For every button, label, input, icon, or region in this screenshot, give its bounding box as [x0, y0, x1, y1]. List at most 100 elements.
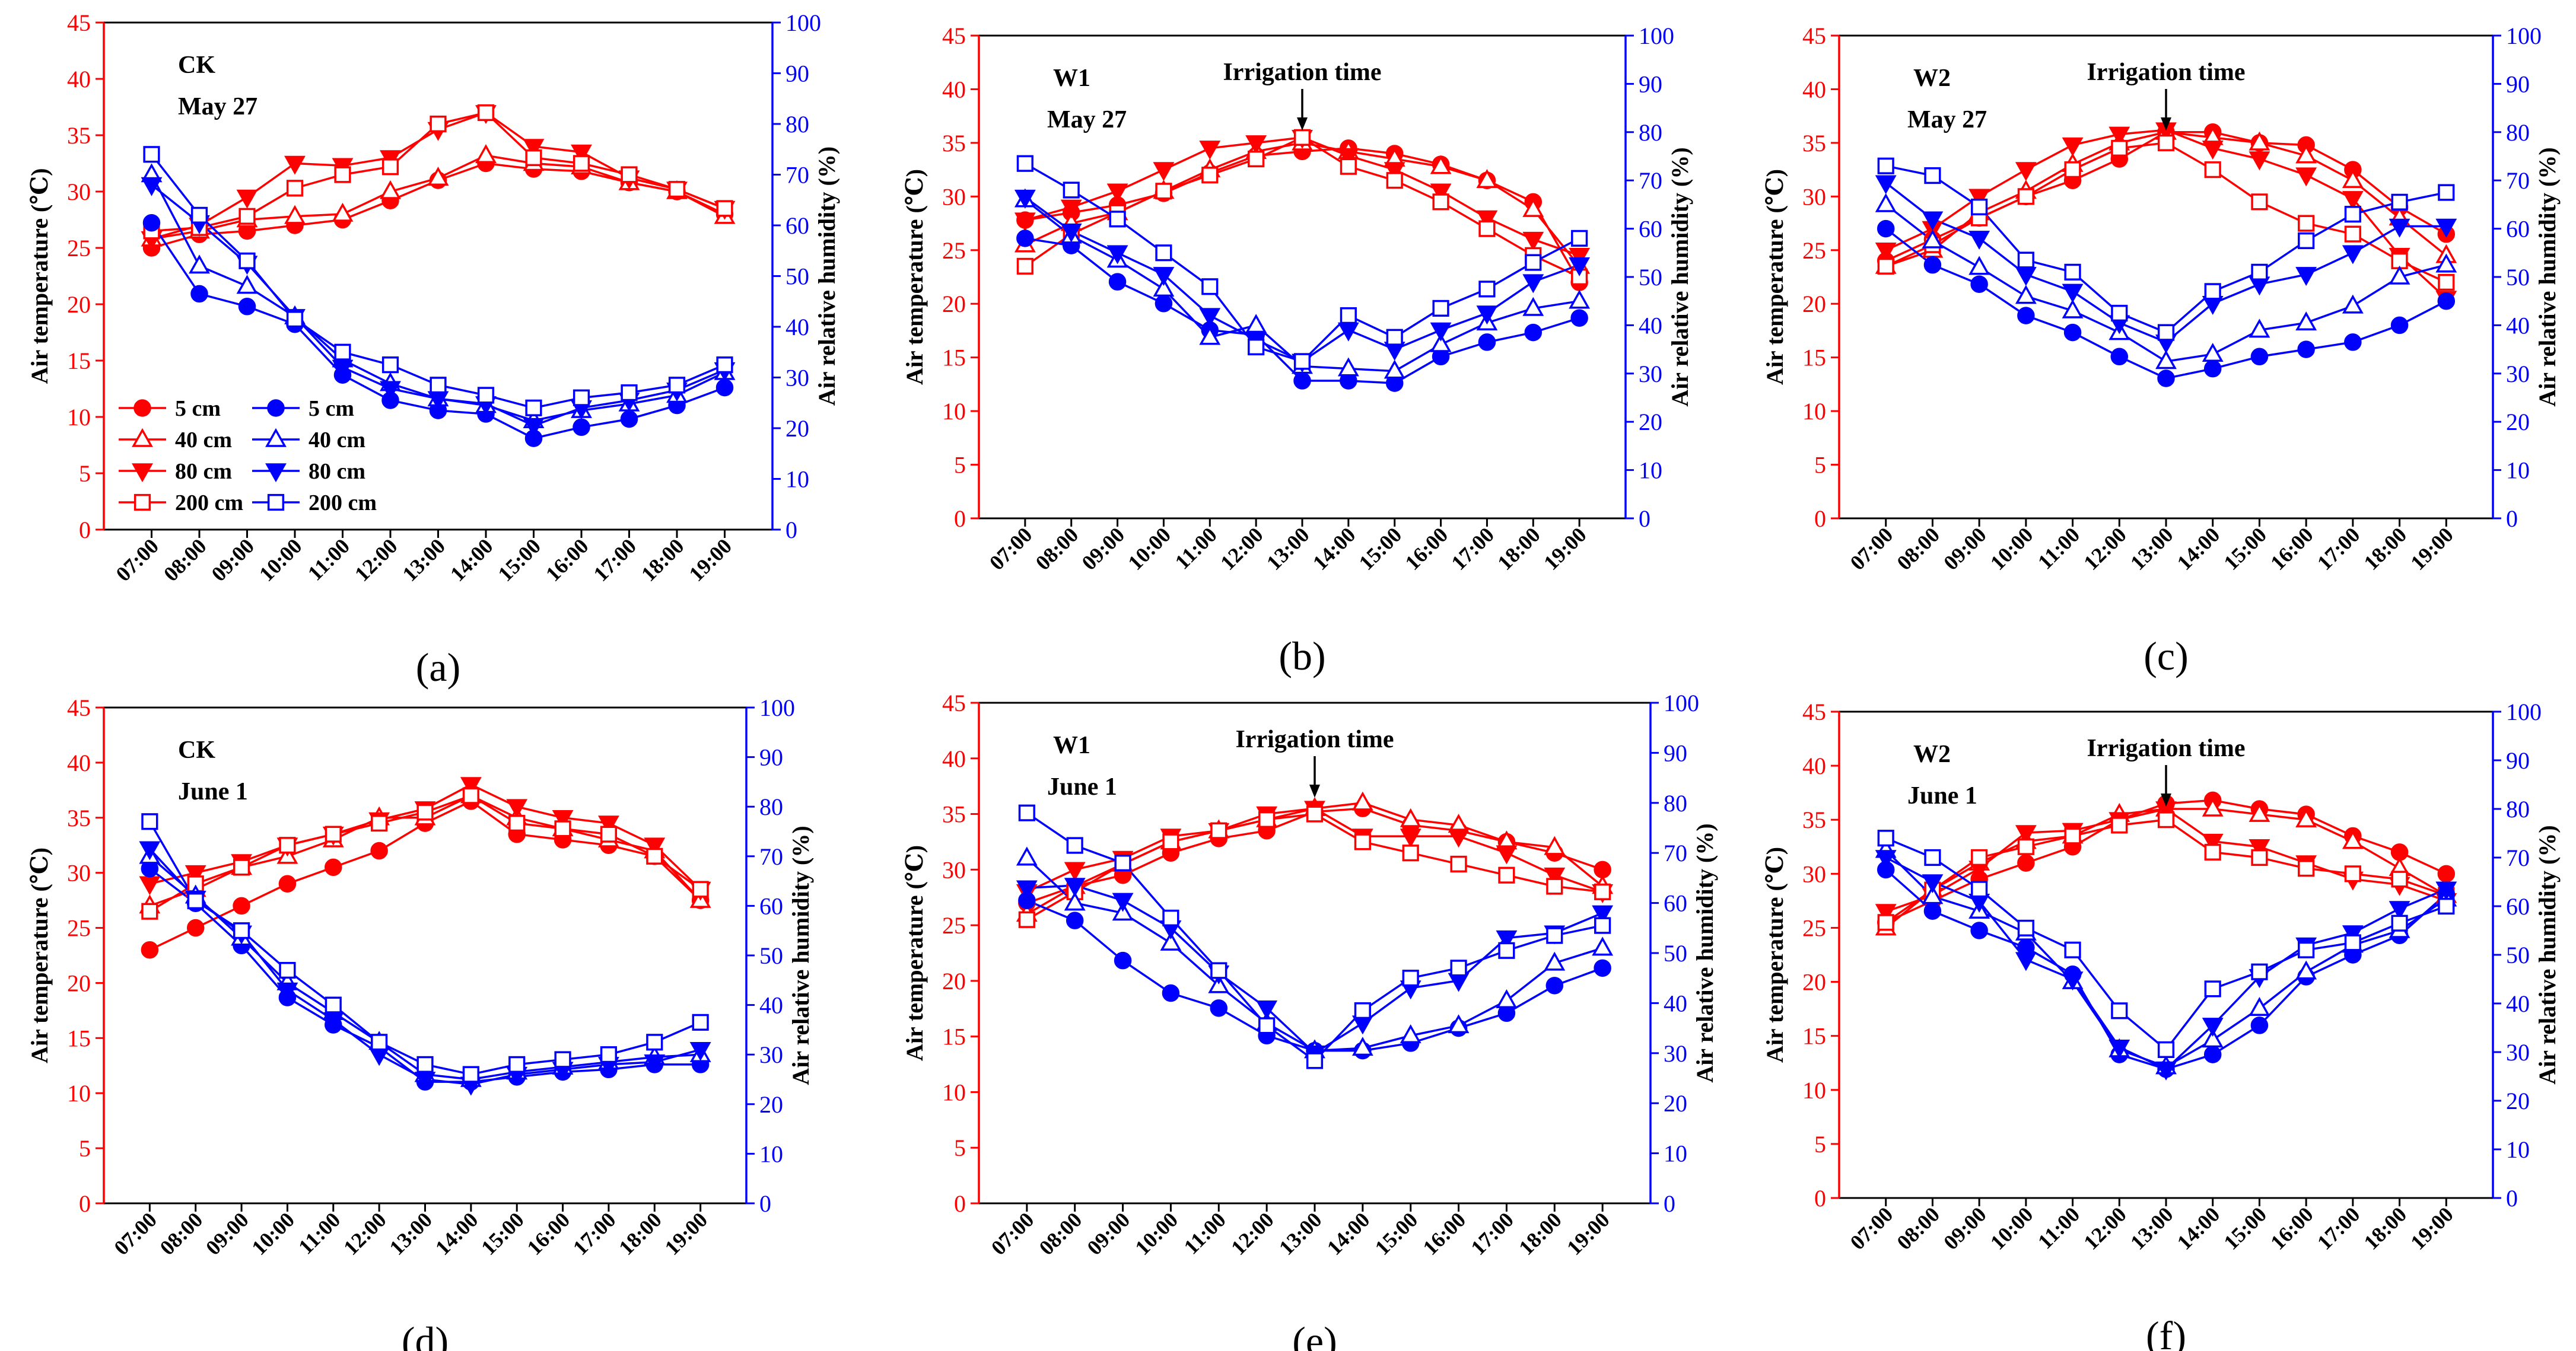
humidity-point: [2155, 350, 2177, 369]
humidity-point: [2295, 267, 2317, 286]
temperature-point: [1448, 829, 1470, 848]
humidity-point: [1153, 278, 1175, 297]
chart-panel-b: 0 5 10 15 20 25 30 35 40 45 0 10 20 30 40 50 60 70 80 90 100…: [901, 23, 1693, 678]
right-tick-label: 70: [759, 843, 783, 870]
humidity-point: [2437, 292, 2456, 310]
temperature-point: [460, 777, 482, 796]
right-tick-label: 0: [2506, 1185, 2518, 1212]
temperature-point: [1064, 862, 1086, 881]
x-tick-label: 18:00: [2359, 1202, 2412, 1254]
humidity-point: [523, 418, 545, 437]
x-tick-label: 09:00: [1939, 1202, 1991, 1254]
right-tick-label: 50: [785, 263, 809, 290]
temperature-point: [1476, 210, 1498, 230]
x-tick-label: 19:00: [2406, 522, 2458, 575]
temperature-line-5cm: [1885, 131, 2447, 262]
humidity-point: [2250, 1017, 2269, 1034]
temperature-point: [1430, 155, 1452, 174]
temperature-point: [2249, 151, 2270, 171]
humidity-point: [2344, 333, 2362, 351]
humidity-point: [2342, 294, 2364, 314]
humidity-point: [2203, 1046, 2222, 1063]
right-tick-label: 60: [1639, 216, 1662, 243]
humidity-point: [2251, 963, 2268, 980]
temperature-point: [1201, 167, 1219, 184]
humidity-point: [2203, 359, 2222, 378]
x-tick-label: 08:00: [1035, 1207, 1087, 1260]
humidity-line-200cm: [1024, 162, 1580, 363]
left-tick-label: 20: [67, 970, 91, 996]
left-tick-label: 45: [67, 694, 91, 721]
right-tick-label: 30: [1639, 361, 1662, 387]
legend-marker-temperature: [132, 463, 153, 483]
left-tick-label: 35: [1802, 807, 1826, 833]
humidity-point: [1569, 257, 1591, 276]
humidity-point: [2250, 348, 2269, 366]
humidity-point: [1337, 357, 1359, 377]
legend-label-humidity: 200 cm: [309, 490, 377, 515]
temperature-point: [1478, 220, 1496, 237]
humidity-point: [1496, 930, 1518, 949]
temperature-point: [1430, 183, 1452, 203]
panel-title-treatment: W2: [1913, 741, 1951, 768]
humidity-point: [1402, 970, 1419, 987]
temperature-point: [2295, 808, 2317, 828]
temperature-point: [2064, 161, 2081, 179]
left-axis-title: Air temperature (℃): [901, 845, 928, 1061]
temperature-point: [2249, 131, 2270, 151]
humidity-point: [508, 1056, 526, 1073]
temperature-line-200cm: [1885, 818, 2447, 923]
right-axis-title: Air relative humidity (%): [1691, 823, 1718, 1082]
left-tick-label: 25: [67, 235, 91, 262]
right-tick-label: 100: [785, 9, 821, 36]
temperature-point: [286, 180, 304, 197]
right-tick-label: 50: [1639, 264, 1662, 291]
right-tick-label: 10: [2506, 457, 2530, 484]
humidity-point: [1478, 281, 1496, 298]
humidity-point: [416, 1056, 434, 1073]
humidity-point: [1450, 960, 1467, 977]
temperature-point: [1522, 197, 1544, 217]
temperature-point: [462, 787, 479, 804]
legend-marker-temperature: [133, 399, 151, 417]
x-tick-label: 13:00: [1274, 1207, 1327, 1260]
right-tick-label: 60: [785, 212, 809, 239]
humidity-point: [430, 377, 447, 394]
humidity-point: [1016, 846, 1038, 866]
left-tick-label: 25: [942, 237, 966, 264]
humidity-point: [233, 922, 250, 939]
temperature-point: [1258, 811, 1276, 829]
humidity-point: [1875, 175, 1897, 195]
humidity-point: [462, 1066, 479, 1083]
left-axis-title: Air temperature (℃): [26, 168, 53, 384]
right-tick-label: 50: [2506, 264, 2530, 291]
right-tick-label: 40: [1664, 990, 1687, 1017]
humidity-point: [2298, 232, 2315, 250]
x-tick-label: 08:00: [159, 534, 211, 586]
temperature-point: [1016, 257, 1033, 275]
left-tick-label: 20: [1802, 291, 1826, 317]
temperature-point: [1432, 193, 1449, 211]
x-tick-label: 17:00: [2313, 522, 2365, 575]
temperature-point: [2017, 188, 2034, 205]
right-tick-label: 20: [759, 1091, 783, 1118]
temperature-point: [284, 205, 306, 224]
left-tick-label: 35: [942, 130, 966, 157]
right-tick-label: 20: [2506, 1088, 2530, 1114]
right-tick-label: 80: [1639, 119, 1662, 146]
humidity-point: [689, 1042, 711, 1062]
humidity-point: [1351, 1037, 1373, 1056]
humidity-point: [1922, 885, 1944, 904]
temperature-point: [1877, 914, 1894, 931]
x-tick-label: 10:00: [1130, 1207, 1182, 1260]
humidity-point: [325, 996, 342, 1014]
humidity-point: [1430, 322, 1452, 342]
legend-marker-humidity: [265, 463, 287, 483]
x-tick-label: 14:00: [2173, 522, 2225, 575]
temperature-point: [506, 799, 528, 818]
temperature-point: [1476, 169, 1498, 188]
left-tick-label: 10: [942, 1079, 966, 1105]
left-tick-label: 15: [67, 348, 91, 374]
humidity-point: [2389, 901, 2410, 920]
